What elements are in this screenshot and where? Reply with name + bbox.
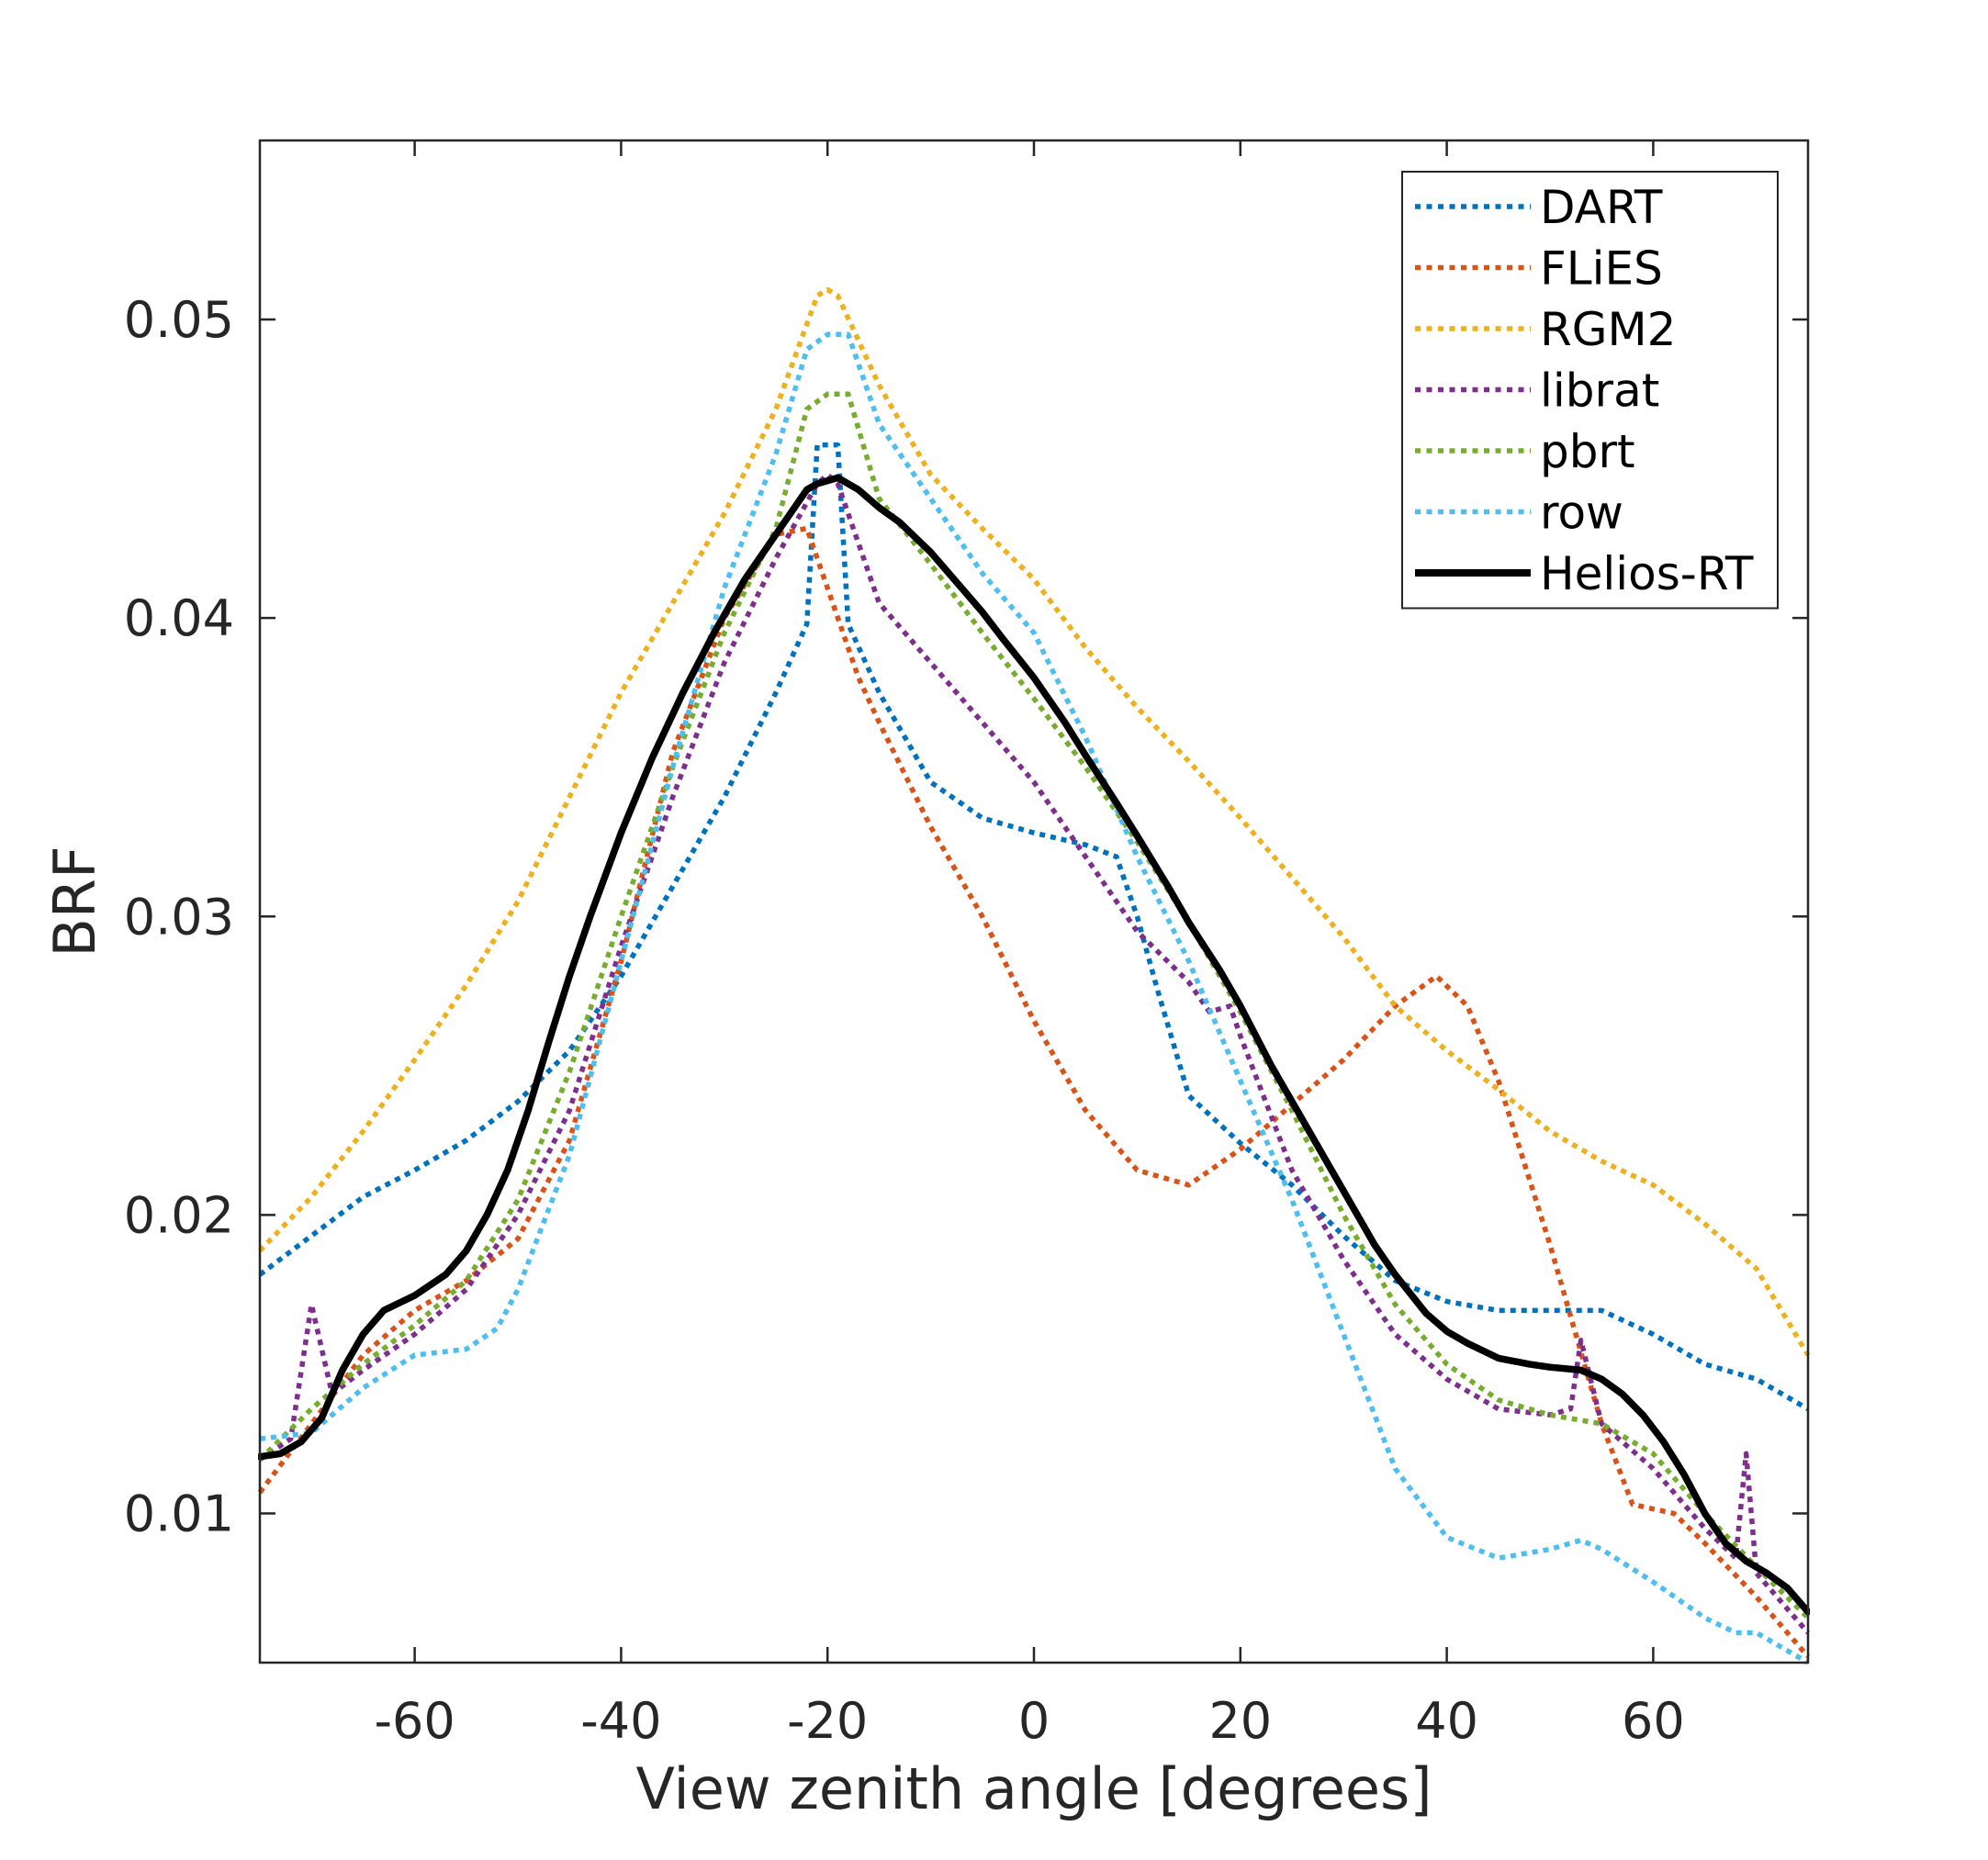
y-tick-label: 0.04 [124,589,234,647]
legend-item: row [1415,487,1623,540]
x-tick-label: -40 [580,1692,661,1750]
series-line-helios-rt [258,474,1810,1616]
legend-label: FLiES [1540,242,1663,296]
legend-label: Helios-RT [1540,547,1754,600]
y-axis-label: BRF [41,846,108,957]
legend: DART FLiES RGM2 librat pbrt row Helios-RT [1401,171,1779,610]
y-tick-label: 0.01 [124,1485,234,1542]
legend-label: librat [1540,364,1659,418]
legend-item: Helios-RT [1415,547,1754,600]
series-line-rgm2 [258,286,1810,1357]
legend-label: DART [1540,181,1663,234]
x-tick-label: 40 [1415,1692,1478,1750]
x-tick-label: 20 [1208,1692,1272,1750]
y-tick-label: 0.05 [124,291,234,349]
series-layer [258,286,1810,1664]
x-tick-label: 60 [1622,1692,1685,1750]
x-tick-label: 0 [1018,1692,1050,1750]
legend-item: FLiES [1415,242,1663,296]
legend-item: RGM2 [1415,303,1676,356]
series-line-librat [258,472,1810,1635]
legend-label: RGM2 [1540,303,1676,356]
legend-label: row [1540,487,1623,540]
legend-item: pbrt [1415,425,1635,478]
legend-item: DART [1415,181,1663,234]
x-axis-ticks: -60 -40 -20 0 20 40 60 [374,140,1685,1750]
series-line-flies [258,525,1810,1659]
legend-item: librat [1415,364,1659,418]
x-tick-label: -20 [787,1692,868,1750]
y-tick-label: 0.02 [124,1186,234,1244]
x-tick-label: -60 [374,1692,455,1750]
legend-label: pbrt [1540,425,1635,478]
y-axis-ticks: 0.01 0.02 0.03 0.04 0.05 [124,291,1808,1542]
x-axis-label: View zenith angle [degrees] [635,1755,1432,1822]
series-line-pbrt [258,391,1810,1620]
y-tick-label: 0.03 [124,888,234,946]
